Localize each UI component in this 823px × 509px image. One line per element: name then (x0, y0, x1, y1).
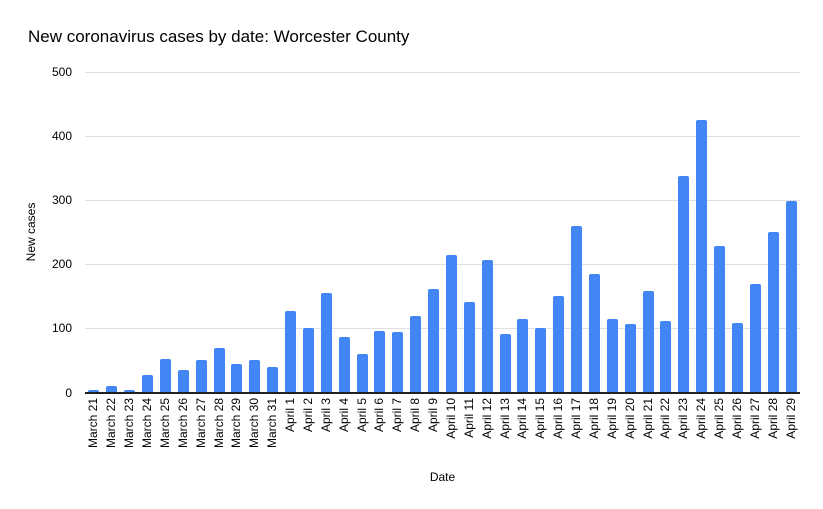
bar-march-24 (142, 374, 154, 393)
x-tick-label-april-9: April 9 (426, 398, 441, 433)
bar-march-31 (267, 366, 279, 393)
bar-april-1 (285, 311, 297, 393)
gridline-y-500 (85, 71, 800, 73)
x-axis-line (85, 391, 800, 394)
x-tick-label-april-16: April 16 (551, 398, 566, 439)
x-tick-label-april-19: April 19 (604, 398, 619, 439)
x-tick-label-april-23: April 23 (676, 398, 691, 439)
x-tick-label-april-21: April 21 (640, 398, 655, 439)
gridline-y-300 (85, 199, 800, 201)
bar-april-28 (767, 231, 779, 393)
bar-april-24 (696, 120, 708, 393)
y-tick-label-200: 200 (51, 257, 72, 272)
bar-april-12 (481, 260, 493, 393)
x-tick-label-march-23: March 23 (122, 398, 137, 449)
gridline-y-100 (85, 327, 800, 329)
x-tick-label-april-20: April 20 (622, 398, 637, 439)
bar-april-4 (338, 337, 350, 393)
bar-april-18 (588, 273, 600, 393)
bar-april-14 (517, 318, 529, 393)
y-tick-label-500: 500 (51, 65, 72, 79)
gridline-y-400 (85, 135, 800, 137)
gridline-y-200 (85, 263, 800, 265)
bar-march-26 (177, 370, 189, 393)
bar-april-27 (749, 283, 761, 393)
x-tick-label-april-22: April 22 (658, 398, 673, 439)
bar-april-5 (356, 354, 368, 393)
x-tick-label-april-5: April 5 (354, 398, 369, 433)
bar-april-15 (535, 327, 547, 393)
x-tick-label-march-28: March 28 (211, 398, 226, 449)
bar-april-22 (660, 320, 672, 393)
x-tick-label-march-27: March 27 (193, 398, 208, 449)
x-tick-label-march-29: March 29 (229, 398, 244, 449)
bar-april-19 (606, 318, 618, 393)
bar-march-29 (231, 364, 243, 393)
bar-april-7 (392, 332, 404, 393)
x-tick-label-april-27: April 27 (747, 398, 762, 439)
x-tick-label-april-26: April 26 (729, 398, 744, 439)
x-tick-label-april-28: April 28 (765, 398, 780, 439)
x-tick-label-april-3: April 3 (318, 398, 333, 433)
bar-april-25 (714, 245, 726, 393)
x-tick-label-march-22: March 22 (104, 398, 119, 449)
y-tick-label-100: 100 (51, 321, 72, 336)
y-tick-label-0: 0 (65, 385, 72, 400)
x-axis-title: Date (429, 470, 456, 484)
x-tick-label-april-17: April 17 (569, 398, 584, 439)
x-tick-label-april-15: April 15 (533, 398, 548, 439)
bar-march-21 (88, 389, 100, 393)
x-tick-label-april-7: April 7 (390, 398, 405, 433)
bar-april-21 (642, 291, 654, 393)
x-tick-label-april-14: April 14 (515, 398, 530, 439)
bar-april-6 (374, 330, 386, 393)
bar-april-9 (428, 289, 440, 393)
x-tick-label-april-2: April 2 (300, 398, 315, 433)
bar-april-16 (553, 296, 565, 393)
x-tick-label-april-25: April 25 (712, 398, 727, 439)
bar-april-3 (320, 292, 332, 393)
x-tick-label-april-6: April 6 (372, 398, 387, 433)
y-tick-label-400: 400 (51, 129, 72, 144)
bar-april-20 (624, 323, 636, 393)
x-tick-label-march-24: March 24 (140, 398, 155, 449)
x-tick-label-march-21: March 21 (86, 398, 101, 449)
y-tick-label-300: 300 (51, 193, 72, 208)
bar-april-11 (463, 302, 475, 393)
x-tick-label-april-24: April 24 (694, 398, 709, 439)
bar-march-30 (249, 360, 261, 393)
x-tick-label-march-30: March 30 (247, 398, 262, 449)
x-tick-label-april-8: April 8 (408, 398, 423, 433)
x-tick-label-april-29: April 29 (783, 398, 798, 439)
bar-april-10 (445, 254, 457, 393)
x-tick-label-april-13: April 13 (497, 398, 512, 439)
bar-april-29 (785, 200, 797, 393)
bar-march-25 (159, 359, 171, 393)
bar-april-23 (678, 175, 690, 393)
bar-march-22 (106, 386, 118, 393)
x-tick-label-march-25: March 25 (157, 398, 172, 449)
bar-april-8 (410, 315, 422, 393)
x-tick-label-april-4: April 4 (336, 398, 351, 433)
x-tick-label-march-26: March 26 (175, 398, 190, 449)
bar-march-23 (124, 389, 136, 393)
x-tick-label-april-10: April 10 (443, 398, 458, 439)
bar-april-13 (499, 333, 511, 393)
x-tick-label-april-12: April 12 (479, 398, 494, 439)
chart-title: New coronavirus cases by date: Worcester… (28, 27, 410, 46)
x-tick-label-march-31: March 31 (265, 398, 280, 449)
bar-april-26 (731, 323, 743, 393)
x-tick-label-april-11: April 11 (461, 398, 476, 438)
bar-april-17 (571, 225, 583, 393)
x-tick-label-april-18: April 18 (586, 398, 601, 439)
bar-march-28 (213, 348, 225, 393)
x-tick-label-april-1: April 1 (283, 398, 298, 433)
bar-march-27 (195, 360, 207, 393)
bar-april-2 (302, 328, 314, 393)
